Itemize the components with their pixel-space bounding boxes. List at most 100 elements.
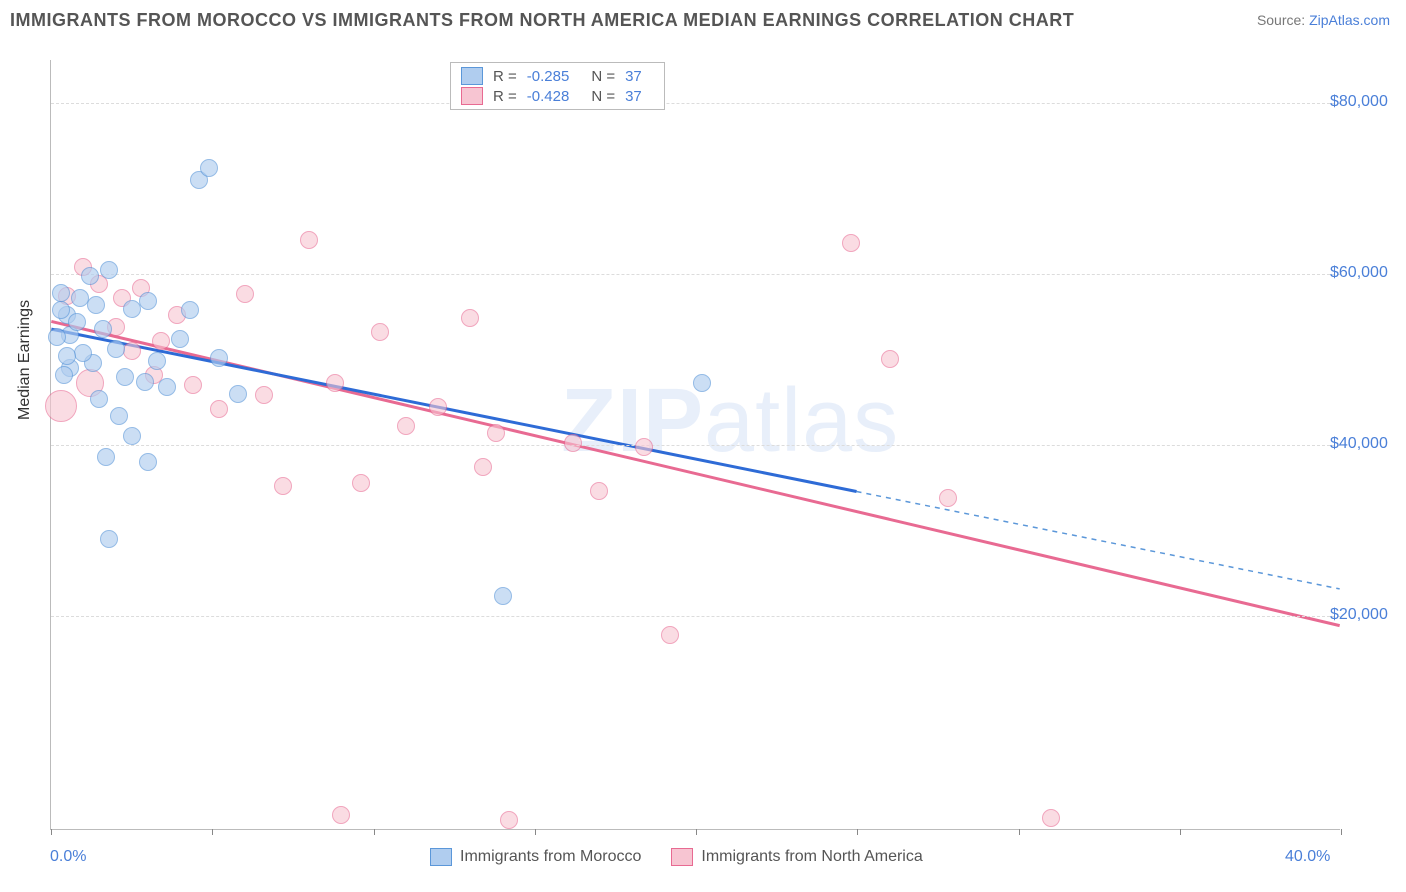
r-label-a: R = bbox=[493, 68, 517, 85]
point-morocco bbox=[139, 453, 157, 471]
point-morocco bbox=[81, 267, 99, 285]
point-north-america bbox=[152, 332, 170, 350]
point-morocco bbox=[90, 390, 108, 408]
point-morocco bbox=[200, 159, 218, 177]
x-tick bbox=[696, 829, 697, 835]
x-tick bbox=[1180, 829, 1181, 835]
x-start-label: 0.0% bbox=[50, 848, 86, 866]
chart-container: IMMIGRANTS FROM MOROCCO VS IMMIGRANTS FR… bbox=[0, 0, 1406, 892]
point-north-america bbox=[661, 626, 679, 644]
swatch-morocco-2 bbox=[430, 848, 452, 866]
point-morocco bbox=[116, 368, 134, 386]
point-north-america bbox=[461, 309, 479, 327]
point-morocco bbox=[100, 530, 118, 548]
x-tick bbox=[1019, 829, 1020, 835]
point-morocco bbox=[123, 427, 141, 445]
point-morocco bbox=[52, 301, 70, 319]
point-north-america bbox=[371, 323, 389, 341]
y-tick-label: $60,000 bbox=[1330, 264, 1388, 282]
series-name-a: Immigrants from Morocco bbox=[460, 848, 641, 866]
point-morocco bbox=[494, 587, 512, 605]
plot-area: ZIPatlas bbox=[50, 60, 1340, 830]
watermark: ZIPatlas bbox=[561, 370, 899, 473]
watermark-light: atlas bbox=[704, 371, 899, 471]
point-morocco bbox=[158, 378, 176, 396]
n-value-a: 37 bbox=[625, 68, 642, 85]
gridline-h bbox=[51, 616, 1340, 617]
legend-item-north-america: Immigrants from North America bbox=[671, 848, 922, 866]
gridline-h bbox=[51, 103, 1340, 104]
point-morocco bbox=[74, 344, 92, 362]
n-label-b: N = bbox=[591, 88, 615, 105]
point-morocco bbox=[87, 296, 105, 314]
point-north-america bbox=[123, 342, 141, 360]
point-north-america bbox=[236, 285, 254, 303]
source-prefix: Source: bbox=[1257, 12, 1309, 28]
point-north-america bbox=[210, 400, 228, 418]
point-morocco bbox=[210, 349, 228, 367]
source-link[interactable]: ZipAtlas.com bbox=[1309, 12, 1390, 28]
point-north-america bbox=[300, 231, 318, 249]
point-north-america bbox=[397, 417, 415, 435]
gridline-h bbox=[51, 445, 1340, 446]
y-axis-label: Median Earnings bbox=[16, 300, 34, 420]
point-morocco bbox=[229, 385, 247, 403]
point-morocco bbox=[139, 292, 157, 310]
point-north-america bbox=[635, 438, 653, 456]
series-name-b: Immigrants from North America bbox=[701, 848, 922, 866]
point-north-america bbox=[487, 424, 505, 442]
legend-row-a: R = -0.285 N = 37 bbox=[461, 67, 654, 85]
x-tick bbox=[212, 829, 213, 835]
chart-title: IMMIGRANTS FROM MOROCCO VS IMMIGRANTS FR… bbox=[10, 10, 1074, 31]
r-value-a: -0.285 bbox=[527, 68, 570, 85]
point-north-america bbox=[881, 350, 899, 368]
point-north-america bbox=[474, 458, 492, 476]
correlation-legend: R = -0.285 N = 37 R = -0.428 N = 37 bbox=[450, 62, 665, 110]
legend-item-morocco: Immigrants from Morocco bbox=[430, 848, 641, 866]
y-tick-label: $40,000 bbox=[1330, 435, 1388, 453]
watermark-bold: ZIP bbox=[561, 371, 704, 471]
point-north-america bbox=[45, 390, 77, 422]
x-tick bbox=[535, 829, 536, 835]
point-north-america bbox=[1042, 809, 1060, 827]
swatch-morocco bbox=[461, 67, 483, 85]
point-north-america bbox=[590, 482, 608, 500]
point-morocco bbox=[97, 448, 115, 466]
point-morocco bbox=[693, 374, 711, 392]
y-tick-label: $80,000 bbox=[1330, 93, 1388, 111]
point-north-america bbox=[564, 434, 582, 452]
point-north-america bbox=[326, 374, 344, 392]
point-north-america bbox=[184, 376, 202, 394]
point-north-america bbox=[500, 811, 518, 829]
source-attribution: Source: ZipAtlas.com bbox=[1257, 12, 1390, 28]
point-morocco bbox=[94, 320, 112, 338]
swatch-north-america bbox=[461, 87, 483, 105]
x-tick bbox=[374, 829, 375, 835]
legend-row-b: R = -0.428 N = 37 bbox=[461, 87, 654, 105]
point-north-america bbox=[274, 477, 292, 495]
point-north-america bbox=[352, 474, 370, 492]
point-morocco bbox=[68, 313, 86, 331]
y-tick-label: $20,000 bbox=[1330, 606, 1388, 624]
point-morocco bbox=[48, 328, 66, 346]
point-morocco bbox=[148, 352, 166, 370]
series-legend: Immigrants from Morocco Immigrants from … bbox=[430, 848, 923, 866]
n-label-a: N = bbox=[591, 68, 615, 85]
point-morocco bbox=[100, 261, 118, 279]
point-north-america bbox=[939, 489, 957, 507]
point-morocco bbox=[107, 340, 125, 358]
swatch-north-america-2 bbox=[671, 848, 693, 866]
point-morocco bbox=[55, 366, 73, 384]
point-north-america bbox=[842, 234, 860, 252]
r-value-b: -0.428 bbox=[527, 88, 570, 105]
r-label-b: R = bbox=[493, 88, 517, 105]
point-north-america bbox=[255, 386, 273, 404]
point-north-america bbox=[429, 398, 447, 416]
point-morocco bbox=[58, 347, 76, 365]
x-tick bbox=[857, 829, 858, 835]
point-morocco bbox=[110, 407, 128, 425]
point-morocco bbox=[52, 284, 70, 302]
x-tick bbox=[51, 829, 52, 835]
x-end-label: 40.0% bbox=[1285, 848, 1330, 866]
gridline-h bbox=[51, 274, 1340, 275]
